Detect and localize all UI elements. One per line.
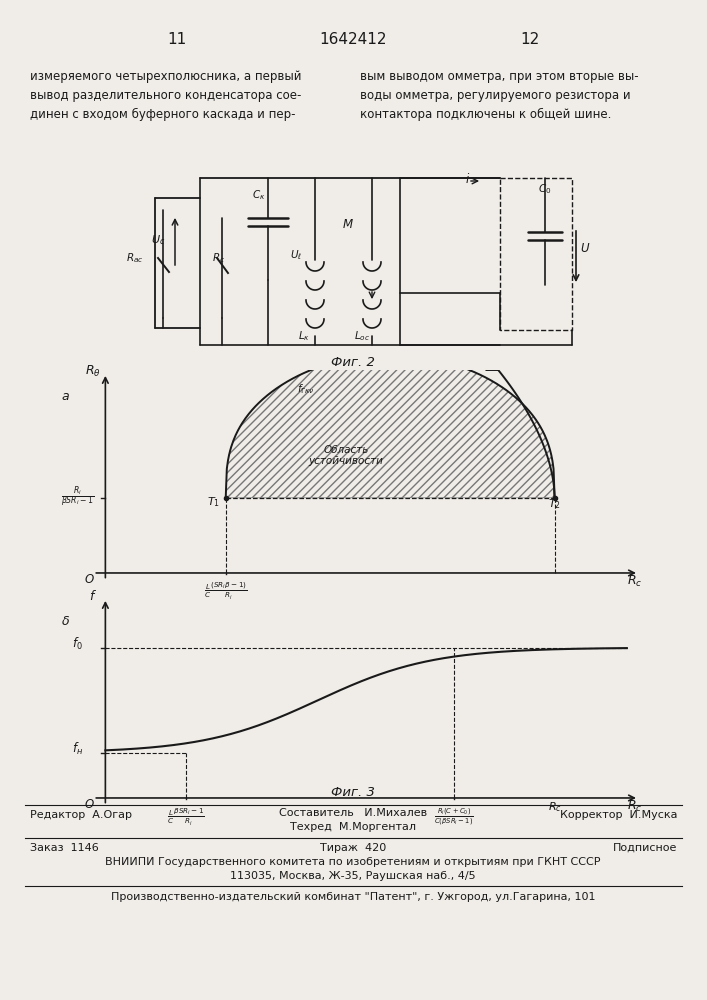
Text: $\frac{L}{C}\frac{\beta SR_i-1}{R_i}$: $\frac{L}{C}\frac{\beta SR_i-1}{R_i}$ [167,807,204,828]
Text: $\frac{L}{C}\frac{(SR_i\beta-1)}{R_i}$: $\frac{L}{C}\frac{(SR_i\beta-1)}{R_i}$ [204,580,247,602]
Text: Редактор  А.Огар: Редактор А.Огар [30,810,132,820]
Text: Составитель   И.Михалев
Техред  М.Моргентал: Составитель И.Михалев Техред М.Моргентал [279,808,427,832]
Text: $f$: $f$ [89,589,98,603]
Text: $R_{ac}$: $R_{ac}$ [127,251,144,265]
Text: $\frac{R_i}{\beta SR_i-1}$: $\frac{R_i}{\beta SR_i-1}$ [61,485,94,510]
Text: $\frac{R_i(C+C_0)}{C(\beta SR_i-1)}$: $\frac{R_i(C+C_0)}{C(\beta SR_i-1)}$ [435,807,474,828]
Text: Фиг. 3: Фиг. 3 [331,786,375,800]
Text: Тираж  420: Тираж 420 [320,843,386,853]
Text: 1642412: 1642412 [320,32,387,47]
Text: $O$: $O$ [84,573,95,586]
Text: $O$: $O$ [84,798,95,811]
Text: $R_c$: $R_c$ [548,800,561,814]
Text: $R_\theta$: $R_\theta$ [86,364,101,379]
Text: $U_c$: $U_c$ [151,233,165,247]
Text: 12: 12 [520,32,539,47]
Text: $f_н$: $f_н$ [71,741,83,757]
Text: Подписное: Подписное [613,843,677,853]
Text: $T_1$: $T_1$ [207,495,220,509]
Text: вым выводом омметра, при этом вторые вы-
воды омметра, регулируемого резистора и: вым выводом омметра, при этом вторые вы-… [360,70,638,121]
Text: ВНИИПИ Государственного комитета по изобретениям и открытиям при ГКНТ СССР: ВНИИПИ Государственного комитета по изоб… [105,857,601,867]
Text: $M$: $M$ [342,218,354,231]
Text: Область
устойчивости: Область устойчивости [309,445,383,466]
Text: $R_c$: $R_c$ [627,574,643,589]
Text: $U_\ell$: $U_\ell$ [290,248,302,262]
Text: $L_{\kappa}$: $L_{\kappa}$ [298,329,310,343]
Text: $T_2$: $T_2$ [548,497,561,511]
Text: $i$: $i$ [465,172,471,186]
Text: $a$: $a$ [61,390,70,403]
Text: $C_0$: $C_0$ [538,182,551,196]
Text: $R_c$: $R_c$ [627,799,643,814]
Text: $C_{\kappa}$: $C_{\kappa}$ [252,188,266,202]
Text: измеряемого четырехполюсника, а первый
вывод разделительного конденсатора сое-
д: измеряемого четырехполюсника, а первый в… [30,70,301,121]
Text: Заказ  1146: Заказ 1146 [30,843,99,853]
Text: $L_{oc}$: $L_{oc}$ [354,329,370,343]
Text: $U$: $U$ [580,242,590,255]
Text: Фиг. 2: Фиг. 2 [331,356,375,368]
Text: $\delta$: $\delta$ [61,615,70,628]
Text: 11: 11 [168,32,187,47]
Text: 113035, Москва, Ж-35, Раушская наб., 4/5: 113035, Москва, Ж-35, Раушская наб., 4/5 [230,871,476,881]
Text: $R_c$: $R_c$ [212,251,225,265]
Text: $f_0$: $f_0$ [72,636,83,652]
Text: Корректор  И.Муска: Корректор И.Муска [559,810,677,820]
Text: $f_{\Gamma\kappa\nu}$: $f_{\Gamma\kappa\nu}$ [297,383,315,396]
Text: Производственно-издательский комбинат "Патент", г. Ужгород, ул.Гагарина, 101: Производственно-издательский комбинат "П… [111,892,595,902]
